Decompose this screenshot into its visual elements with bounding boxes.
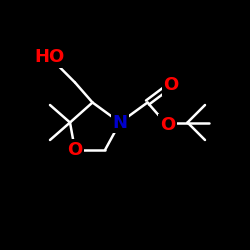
Text: O: O	[164, 76, 179, 94]
Text: O: O	[68, 141, 82, 159]
Text: N: N	[112, 114, 128, 132]
Text: HO: HO	[35, 48, 65, 66]
Text: O: O	[160, 116, 175, 134]
